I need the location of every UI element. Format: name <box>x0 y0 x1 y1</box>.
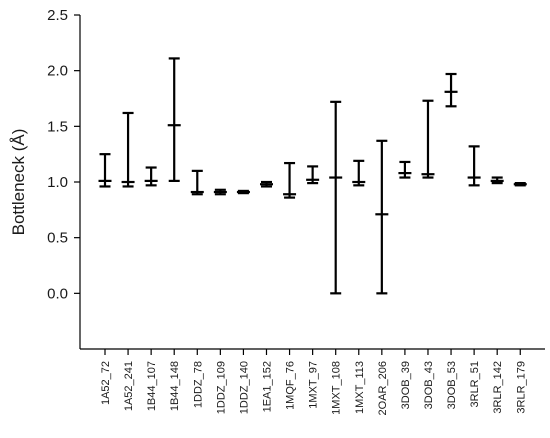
x-tick-label: 2OAR_206 <box>377 361 389 415</box>
x-tick-label: 3DOB_43 <box>423 361 435 409</box>
error-bar <box>190 169 204 196</box>
y-axis-label: Bottleneck (Å) <box>9 129 28 236</box>
error-bar <box>513 182 527 187</box>
error-bars <box>98 57 527 295</box>
error-bar <box>259 180 273 188</box>
x-tick-label: 1MXT_108 <box>331 361 343 415</box>
error-bar <box>444 72 458 108</box>
y-tick-label: 2.5 <box>47 7 68 24</box>
error-bar <box>121 111 135 188</box>
x-tick-label: 1DDZ_78 <box>192 361 204 408</box>
y-tick-label: 0.0 <box>47 285 68 302</box>
error-bar <box>144 166 158 187</box>
error-bar <box>421 99 435 179</box>
error-bar <box>329 100 343 295</box>
error-bar <box>283 161 297 199</box>
x-tick-label: 1A52_241 <box>123 361 135 411</box>
x-tick-label: 1B44_148 <box>169 361 181 411</box>
x-tick-label: 3RLR_142 <box>492 361 504 414</box>
error-bar <box>236 189 250 195</box>
x-tick-label: 1MQF_76 <box>285 361 297 410</box>
error-bar <box>375 139 389 295</box>
x-tick-label: 3RLR_179 <box>515 361 527 414</box>
x-tick-label: 3RLR_51 <box>469 361 481 407</box>
x-tick-label: 1DDZ_140 <box>238 361 250 414</box>
error-bar <box>306 165 320 185</box>
y-tick-label: 1.0 <box>47 174 68 191</box>
error-bar <box>490 176 504 185</box>
x-tick-label: 3DOB_39 <box>400 361 412 409</box>
y-tick-label: 2.0 <box>47 63 68 80</box>
x-tick-label: 1EA1_152 <box>261 361 273 412</box>
y-axis-ticks: 0.0 0.5 1.0 1.5 2.0 2.5 <box>47 7 80 302</box>
x-tick-label: 1A52_72 <box>100 361 112 405</box>
y-tick-label: 1.5 <box>47 118 68 135</box>
x-tick-label: 1MXT_97 <box>308 361 320 409</box>
x-tick-label: 1B44_107 <box>146 361 158 411</box>
x-tick-label: 1DDZ_109 <box>215 361 227 414</box>
error-bar <box>467 145 481 187</box>
x-tick-label: 3DOB_53 <box>446 361 458 409</box>
x-tick-label: 1MXT_113 <box>354 361 366 414</box>
x-axis-ticks: 1A52_72 1A52_241 1B44_107 1B44_148 1DDZ_78 1D… <box>100 349 527 415</box>
y-tick-label: 0.5 <box>47 230 68 247</box>
error-bar <box>98 153 112 188</box>
error-bar <box>167 57 181 182</box>
error-bar <box>398 160 412 179</box>
error-bar <box>352 159 366 187</box>
error-bar <box>213 188 227 196</box>
